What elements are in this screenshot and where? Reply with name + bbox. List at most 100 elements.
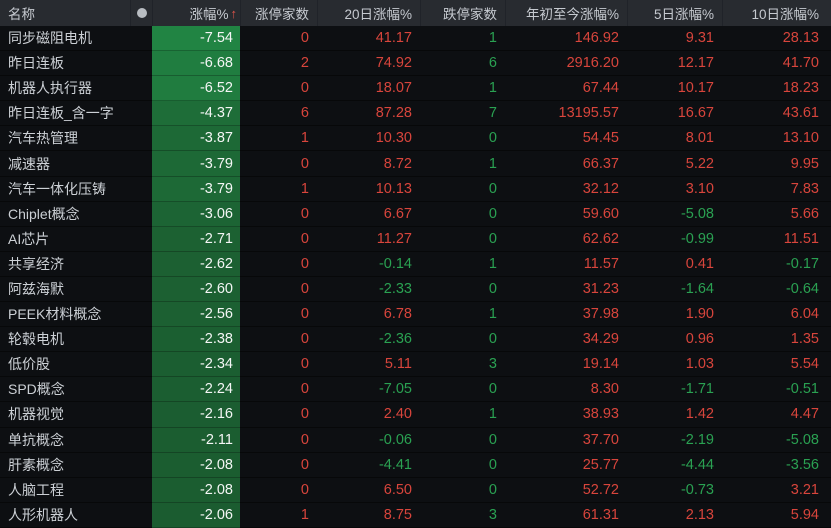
limit-down-count-value: 6: [488, 55, 497, 72]
limit-down-count-value: 0: [488, 130, 497, 147]
table-row[interactable]: 昨日连板_含一字 -4.37 6 87.28 7 13195.57 16.67 …: [0, 101, 831, 127]
table-row[interactable]: 人形机器人 -2.06 1 8.75 3 61.31 2.13 5.94: [0, 502, 831, 528]
10day-change-value: 28.13: [782, 30, 819, 47]
column-header-change-pct[interactable]: 涨幅% ↑: [152, 0, 240, 26]
table-row[interactable]: 共享经济 -2.62 0 -0.14 1 11.57 0.41 -0.17: [0, 251, 831, 277]
column-header-limit-up-count[interactable]: 涨停家数: [240, 0, 317, 26]
limit-down-count-value: 1: [488, 80, 497, 97]
table-row[interactable]: 减速器 -3.79 0 8.72 1 66.37 5.22 9.95: [0, 151, 831, 177]
column-header-name[interactable]: 名称: [8, 7, 35, 22]
dot-spacer: [130, 478, 152, 502]
10day-change-value: 3.21: [790, 481, 819, 498]
limit-up-count-value: 0: [300, 406, 309, 423]
dot-spacer: [130, 26, 152, 50]
limit-up-count-value: 0: [300, 306, 309, 323]
10day-change-value: 1.35: [790, 331, 819, 348]
column-header-limit-down-count[interactable]: 跌停家数: [420, 0, 505, 26]
table-row[interactable]: 肝素概念 -2.08 0 -4.41 0 25.77 -4.44 -3.56: [0, 452, 831, 478]
5day-change-value: 3.10: [685, 180, 714, 197]
20day-change-value: -2.36: [378, 331, 412, 348]
5day-change-value: 2.13: [685, 506, 714, 523]
limit-down-count-value: 0: [488, 331, 497, 348]
10day-change-value: -0.17: [785, 255, 819, 272]
table-row[interactable]: 昨日连板 -6.68 2 74.92 6 2916.20 12.17 41.70: [0, 51, 831, 77]
limit-down-count-value: 0: [488, 205, 497, 222]
sector-name: 机器视觉: [8, 406, 64, 423]
5day-change-value: 8.01: [685, 130, 714, 147]
ytd-change-value: 2916.20: [566, 55, 619, 72]
table-row[interactable]: 汽车热管理 -3.87 1 10.30 0 54.45 8.01 13.10: [0, 126, 831, 152]
limit-up-count-value: 0: [300, 356, 309, 373]
ytd-change-value: 146.92: [574, 30, 619, 47]
10day-change-value: 43.61: [782, 105, 819, 122]
limit-down-count-value: 0: [488, 381, 497, 398]
sector-name: 共享经济: [8, 255, 64, 272]
10day-change-value: 11.51: [783, 230, 819, 247]
20day-change-value: 10.13: [375, 180, 412, 197]
sector-name: 阿兹海默: [8, 280, 64, 297]
ytd-change-value: 32.12: [582, 180, 619, 197]
table-row[interactable]: 机器人执行器 -6.52 0 18.07 1 67.44 10.17 18.23: [0, 76, 831, 102]
20day-change-value: 6.67: [383, 205, 412, 222]
column-header-20day-change[interactable]: 20日涨幅%: [317, 0, 420, 26]
limit-down-count-value: 0: [488, 230, 497, 247]
table-row[interactable]: Chiplet概念 -3.06 0 6.67 0 59.60 -5.08 5.6…: [0, 201, 831, 227]
column-settings-button[interactable]: [130, 0, 152, 26]
10day-change-value: -0.64: [785, 280, 819, 297]
ytd-change-value: 11.57: [583, 255, 619, 272]
change-pct-value: -2.24: [152, 377, 240, 403]
limit-up-count-value: 1: [300, 180, 309, 197]
dot-spacer: [130, 76, 152, 100]
sector-name: 低价股: [8, 356, 50, 373]
change-pct-value: -2.06: [152, 502, 240, 528]
5day-change-value: -1.71: [680, 381, 714, 398]
sector-name: SPD概念: [8, 381, 65, 398]
change-pct-value: -3.06: [152, 201, 240, 227]
5day-change-value: -5.08: [680, 205, 714, 222]
column-header-10day-change[interactable]: 10日涨幅%: [722, 0, 831, 26]
change-pct-value: -2.56: [152, 302, 240, 328]
table-row[interactable]: 阿兹海默 -2.60 0 -2.33 0 31.23 -1.64 -0.64: [0, 276, 831, 303]
sector-name: 轮毂电机: [8, 331, 64, 348]
sector-name: 机器人执行器: [8, 80, 92, 97]
20day-change-value: -0.14: [378, 255, 412, 272]
dot-spacer: [130, 51, 152, 75]
limit-down-count-value: 0: [488, 180, 497, 197]
limit-up-count-value: 1: [300, 130, 309, 147]
column-header-ytd-change[interactable]: 年初至今涨幅%: [505, 0, 627, 26]
table-row[interactable]: 低价股 -2.34 0 5.11 3 19.14 1.03 5.54: [0, 352, 831, 378]
5day-change-value: 1.90: [685, 306, 714, 323]
10day-change-value: 13.10: [782, 130, 819, 147]
table-row[interactable]: 轮毂电机 -2.38 0 -2.36 0 34.29 0.96 1.35: [0, 327, 831, 353]
5day-change-value: -1.64: [680, 280, 714, 297]
limit-down-count-value: 3: [488, 506, 497, 523]
20day-change-value: 6.50: [383, 481, 412, 498]
table-row[interactable]: 人脑工程 -2.08 0 6.50 0 52.72 -0.73 3.21: [0, 477, 831, 503]
sector-name: Chiplet概念: [8, 205, 80, 222]
table-row[interactable]: 机器视觉 -2.16 0 2.40 1 38.93 1.42 4.47: [0, 402, 831, 428]
limit-down-count-value: 1: [488, 155, 497, 172]
5day-change-value: 5.22: [685, 155, 714, 172]
table-row[interactable]: SPD概念 -2.24 0 -7.05 0 8.30 -1.71 -0.51: [0, 377, 831, 403]
limit-down-count-value: 0: [488, 280, 497, 297]
limit-up-count-value: 0: [300, 155, 309, 172]
sector-name: 人形机器人: [8, 506, 78, 523]
table-row[interactable]: 汽车一体化压铸 -3.79 1 10.13 0 32.12 3.10 7.83: [0, 176, 831, 202]
ytd-change-value: 25.77: [582, 456, 619, 473]
change-pct-value: -6.52: [152, 76, 240, 102]
dot-spacer: [130, 352, 152, 376]
table-row[interactable]: PEEK材料概念 -2.56 0 6.78 1 37.98 1.90 6.04: [0, 302, 831, 328]
10day-change-value: -5.08: [785, 431, 819, 448]
dot-spacer: [130, 503, 152, 527]
10day-change-value: 5.54: [790, 356, 819, 373]
table-row[interactable]: 单抗概念 -2.11 0 -0.06 0 37.70 -2.19 -5.08: [0, 427, 831, 453]
table-row[interactable]: 同步磁阻电机 -7.54 0 41.17 1 146.92 9.31 28.13: [0, 26, 831, 52]
column-header-5day-change[interactable]: 5日涨幅%: [627, 0, 722, 26]
table-row[interactable]: AI芯片 -2.71 0 11.27 0 62.62 -0.99 11.51: [0, 226, 831, 252]
limit-up-count-value: 0: [300, 80, 309, 97]
change-pct-value: -3.79: [152, 151, 240, 177]
sort-ascending-arrow-icon: ↑: [230, 5, 238, 21]
limit-up-count-value: 1: [300, 506, 309, 523]
10day-change-value: 9.95: [790, 155, 819, 172]
limit-down-count-value: 3: [488, 356, 497, 373]
